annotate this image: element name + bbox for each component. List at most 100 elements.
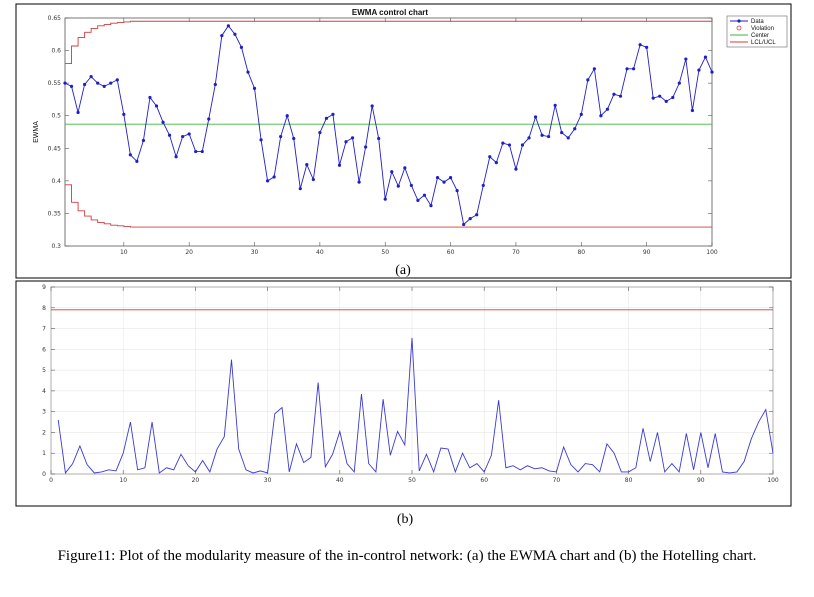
ewma-data-point [226,24,230,28]
hotelling-x-tick-label: 0 [49,477,53,484]
ewma-data-point [592,67,596,71]
ewma-data-point [435,176,440,180]
ewma-y-tick-label: 0.5 [51,113,61,120]
ewma-data-point [468,217,472,221]
ewma-data-point [298,187,302,191]
ewma-ucl-line [65,20,712,65]
ewma-data-point [364,145,368,149]
ewma-data-point [664,99,668,103]
ewma-data-line [64,25,713,226]
ewma-data-point [566,136,570,140]
ewma-data-point [370,104,374,108]
hotelling-x-tick-label: 40 [336,477,344,484]
ewma-data-point [514,167,518,171]
hotelling-y-tick-label: 4 [42,388,46,395]
ewma-data-point [63,81,67,85]
ewma-y-axis-label: EWMA [33,121,40,143]
ewma-data-point [442,180,446,184]
ewma-data-point [69,84,74,88]
ewma-data-point [200,149,204,154]
hotelling-data-line [57,337,774,475]
ewma-data-point [455,189,459,193]
ewma-data-point [507,143,512,147]
ewma-data-point [331,112,335,117]
panel-b-label: (b) [397,512,414,527]
panel-a-label: (a) [395,263,411,278]
ewma-x-tick-label: 20 [185,249,193,256]
figure-caption: Figure11: Plot of the modularity measure… [57,548,757,564]
ewma-data-point [213,82,217,87]
ewma-data-point [115,78,119,82]
ewma-data-point [599,114,603,118]
ewma-data-point [89,75,93,79]
ewma-x-tick-label: 90 [643,249,651,256]
ewma-data-point [239,45,244,49]
ewma-x-tick-label: 30 [251,249,259,256]
legend-violation-marker [736,25,742,31]
ewma-data-point [76,110,80,115]
hotelling-x-tick-label: 80 [625,477,633,484]
hotelling-x-tick-label: 100 [767,477,779,484]
ewma-data-point [462,222,466,227]
ewma-data-point [527,136,531,140]
legend-center-label: Center [751,33,769,39]
ewma-data-point [102,84,106,88]
hotelling-x-tick-label: 60 [480,477,488,484]
ewma-data-point [383,197,387,201]
ewma-data-point [494,161,498,165]
ewma-data-point [422,193,427,197]
legend-data-marker [737,19,741,23]
ewma-data-point [403,166,407,170]
ewma-x-tick-label: 60 [447,249,455,256]
ewma-data-point [305,162,309,167]
ewma-data-point [285,114,289,118]
ewma-plot-area [64,17,713,247]
ewma-y-tick-label: 0.45 [48,145,62,152]
ewma-data-point [181,134,185,139]
ewma-data-point [318,131,322,135]
ewma-data-point [605,107,610,111]
ewma-data-point [135,159,139,163]
ewma-data-point [246,70,250,74]
ewma-data-point [161,120,165,124]
ewma-data-point [416,198,420,202]
ewma-data-point [573,127,577,131]
hotelling-y-tick-label: 9 [42,284,46,291]
hotelling-x-tick-label: 20 [192,477,200,484]
hotelling-y-tick-label: 8 [42,305,46,312]
ewma-chart-title: EWMA control chart [352,8,428,17]
ewma-data-point [350,136,355,140]
ewma-data-point [475,213,479,217]
legend-limits-label: LCL/UCL [751,40,776,46]
ewma-data-point [265,179,270,183]
ewma-data-point [671,95,675,100]
ewma-data-point [520,143,525,147]
ewma-lcl-line [65,184,712,228]
ewma-data-point [194,149,198,154]
ewma-data-point [272,175,276,179]
ewma-data-point [128,153,132,157]
ewma-data-point [83,82,87,87]
ewma-data-point [625,67,629,71]
ewma-x-tick-label: 50 [381,249,389,256]
ewma-data-point [292,136,296,141]
hotelling-y-tick-label: 2 [42,429,46,436]
ewma-data-point [658,94,662,98]
ewma-data-point [233,32,237,36]
ewma-data-point [703,55,708,59]
ewma-data-point [377,136,381,141]
ewma-data-point [677,81,681,85]
ewma-data-point [141,138,146,143]
ewma-data-point [148,95,152,100]
ewma-data-point [645,45,649,49]
ewma-data-point [337,163,342,167]
ewma-data-point [481,183,485,188]
ewma-data-point [357,180,361,184]
ewma-y-tick-label: 0.35 [48,210,62,217]
hotelling-y-tick-label: 3 [42,409,46,416]
ewma-data-point [252,86,257,90]
ewma-data-point [259,138,263,142]
ewma-data-point [109,81,113,85]
hotelling-x-tick-label: 10 [119,477,127,484]
ewma-data-point [448,176,453,180]
